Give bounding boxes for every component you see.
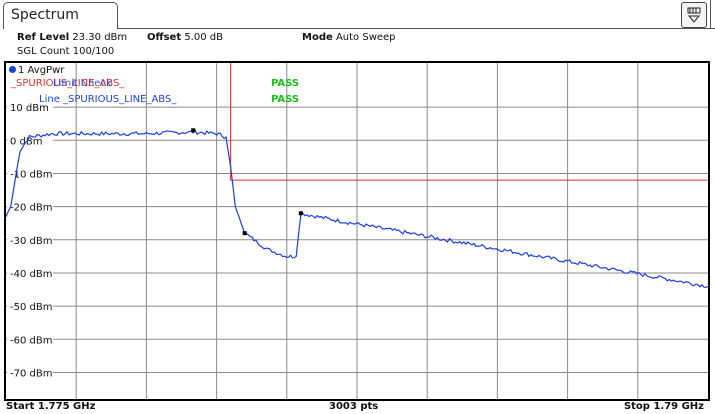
mode-readout: Mode Auto Sweep: [302, 32, 396, 43]
stop-frequency: Stop 1.79 GHz: [623, 401, 704, 412]
y-tick-label-bg: [7, 266, 53, 279]
y-tick-label: -30 dBm: [10, 236, 52, 247]
y-tick-label-bg: [7, 167, 53, 180]
offset-readout: Offset 5.00 dB: [147, 32, 223, 43]
limit-check-pass: PASS: [271, 78, 300, 89]
sgl-count: SGL Count 100/100: [17, 46, 115, 57]
y-tick-label: -40 dBm: [10, 269, 52, 280]
limit-check-label: Limit Check: [53, 78, 112, 89]
display-settings-button[interactable]: [681, 2, 707, 28]
y-tick-label-bg: [7, 333, 53, 346]
display-settings-icon: [687, 7, 701, 23]
start-frequency: Start 1.775 GHz: [6, 401, 96, 412]
marker-point: [242, 231, 247, 236]
limit-line-label: Line _SPURIOUS_LINE_ABS_: [39, 94, 177, 105]
y-tick-label-bg: [7, 366, 53, 379]
mode-value: Auto Sweep: [335, 32, 396, 43]
y-tick-label-bg: [7, 200, 53, 213]
trace-1-label: 1 AvgPwr: [9, 65, 64, 76]
limit-line: [230, 63, 708, 181]
y-tick-label-bg: [7, 300, 53, 313]
marker-point: [298, 211, 303, 216]
y-tick-label: 10 dBm: [10, 103, 49, 114]
tab-spectrum-label: Spectrum: [11, 7, 79, 23]
sweep-points: 3003 pts: [329, 401, 379, 412]
ref-level-value: 23.30 dBm: [72, 32, 128, 43]
y-tick-label-bg: [7, 233, 53, 246]
spectrum-diagram[interactable]: 10 dBm 0 dBm -10 dBm -20 dBm -30 dBm -40 dBm -…: [4, 61, 710, 401]
y-tick-label-bg: [7, 101, 53, 114]
y-tick-label: -20 dBm: [10, 203, 52, 214]
tab-spectrum[interactable]: Spectrum: [3, 2, 118, 29]
y-tick-label: -60 dBm: [10, 335, 52, 346]
y-tick-label: -70 dBm: [10, 368, 52, 379]
marker-point: [191, 128, 196, 133]
tab-bar-edge: [710, 0, 711, 29]
y-tick-label: -10 dBm: [10, 169, 52, 180]
ref-level-readout: Ref Level 23.30 dBm: [17, 32, 127, 43]
trace-1-dot-icon: [9, 66, 16, 73]
limit-line-pass: PASS: [271, 94, 300, 105]
offset-value: 5.00 dB: [184, 32, 223, 43]
limit-line-name: _SPURIOUS_LINE_ABS_: [11, 78, 125, 89]
y-tick-label: -50 dBm: [10, 302, 52, 313]
ref-level-label: Ref Level: [17, 32, 70, 43]
tab-bar-line: [116, 28, 715, 29]
trace-1-line: [6, 129, 708, 289]
mode-label: Mode: [302, 32, 333, 43]
offset-label: Offset: [147, 32, 182, 43]
footer: Start 1.775 GHz 3003 pts Stop 1.79 GHz: [4, 401, 710, 414]
trace-1-label-text: 1 AvgPwr: [18, 65, 65, 76]
